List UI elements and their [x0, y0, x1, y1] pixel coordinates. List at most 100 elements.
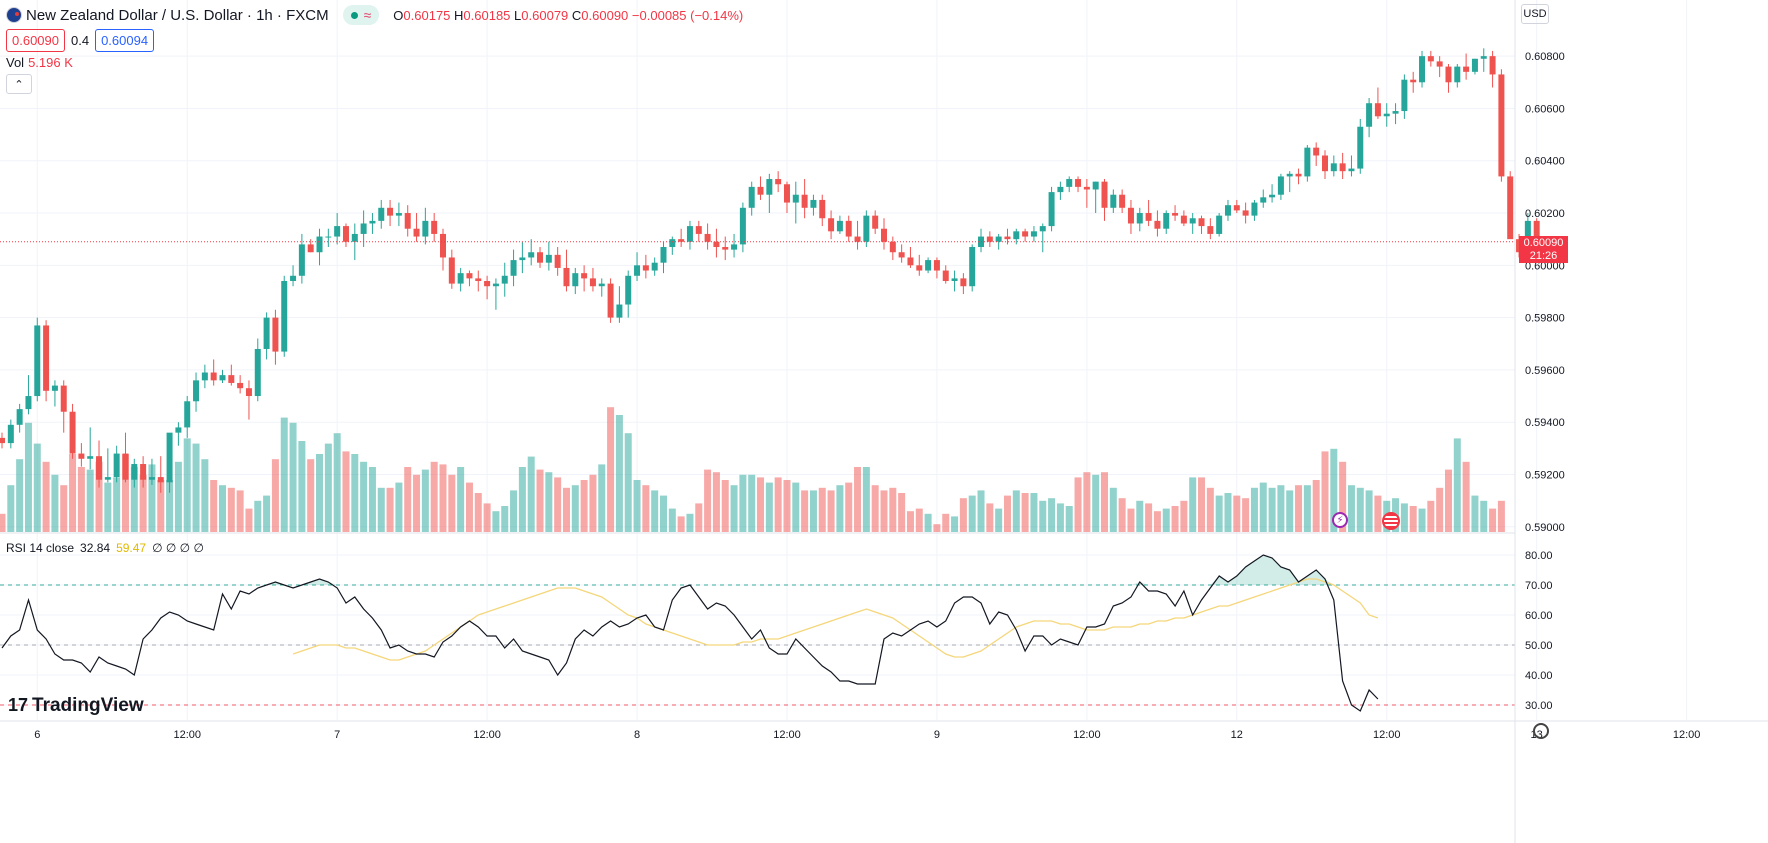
candle [448, 249, 455, 289]
volume-bar [1339, 461, 1347, 532]
time-tick-label: 12:00 [773, 729, 801, 741]
high-value: 0.60185 [463, 7, 511, 23]
candle-body [1224, 205, 1231, 216]
volume-bar [16, 459, 24, 532]
volume-bar [377, 487, 385, 532]
candle-body [1251, 202, 1258, 216]
candle-body [889, 241, 896, 253]
candle [131, 458, 138, 488]
time-tick-label: 12:00 [1073, 729, 1101, 741]
bar-countdown: 21:26 [1529, 250, 1558, 262]
candle-body [713, 241, 720, 248]
volume-bar [1436, 487, 1444, 532]
candle [889, 236, 896, 261]
candle-body [484, 281, 491, 287]
sell-button[interactable]: 0.60090 [6, 29, 65, 52]
candle-body [228, 375, 235, 383]
volume-bar [1206, 487, 1214, 532]
candle-body [1401, 79, 1408, 112]
volume-bars [0, 407, 1505, 532]
candle [457, 267, 464, 292]
gear-icon[interactable] [1533, 723, 1549, 739]
market-status-pill[interactable]: ≈ [342, 5, 380, 25]
candle-body [757, 186, 764, 195]
tradingview-logo[interactable]: 17 TradingView [8, 695, 144, 717]
candle [378, 199, 385, 229]
volume-bar [889, 487, 897, 532]
candle-body [1207, 226, 1214, 234]
candle-body [748, 186, 755, 208]
rsi-value: 32.84 [80, 541, 111, 555]
candle-body [157, 477, 164, 483]
volume-bar [360, 461, 368, 532]
candle-body [1030, 231, 1037, 237]
lightning-event-icon[interactable]: ⚡ [1332, 512, 1348, 528]
buy-button[interactable]: 0.60094 [95, 29, 155, 52]
volume-bar [1286, 490, 1294, 532]
candle [651, 257, 658, 276]
volume-bar [210, 480, 218, 532]
volume-bar [571, 485, 579, 532]
price-tick-label: 0.60800 [1525, 51, 1565, 63]
candle [510, 249, 517, 287]
candle [1110, 189, 1117, 214]
volume-bar [633, 480, 641, 532]
collapse-legend-button[interactable]: ⌃ [6, 74, 32, 94]
candle-body [369, 220, 376, 224]
candle [1136, 207, 1143, 232]
candle-body [431, 220, 438, 234]
symbol-title[interactable]: New Zealand Dollar / U.S. Dollar · 1h · … [26, 6, 329, 24]
candle-body [325, 236, 332, 238]
us-event-flag-icon[interactable] [1382, 512, 1400, 530]
volume-bar [483, 503, 491, 532]
candle-body [281, 281, 288, 352]
candle-body [1357, 126, 1364, 169]
candle-body [792, 194, 799, 203]
volume-bar [183, 438, 191, 532]
currency-button[interactable]: USD [1521, 4, 1549, 24]
candle [1383, 103, 1390, 127]
volume-bar [271, 459, 279, 532]
time-tick-label: 12:00 [173, 729, 201, 741]
candle-body [625, 275, 632, 305]
volume-bar [1074, 477, 1082, 532]
price-tick-label: 0.59800 [1525, 313, 1565, 325]
candle [78, 443, 85, 467]
candle-body [660, 247, 667, 263]
volume-bar [1250, 487, 1258, 532]
candle [1419, 50, 1426, 88]
wave-icon: ≈ [363, 7, 372, 23]
open-value: 0.60175 [403, 7, 451, 23]
candle-body [1507, 176, 1514, 240]
volume-bar [492, 511, 500, 532]
volume-bar [60, 485, 68, 532]
volume-bar [836, 485, 844, 532]
candle [466, 270, 473, 287]
volume-bar [730, 485, 738, 532]
candle-body [572, 273, 579, 287]
candle [254, 338, 261, 402]
volume-bar [809, 490, 817, 532]
volume-bar [757, 477, 765, 532]
candle [925, 257, 932, 274]
candle [1286, 171, 1293, 193]
close-label: C [571, 7, 582, 23]
volume-bar [77, 467, 85, 532]
candle-body [1419, 56, 1426, 83]
candle [1330, 155, 1337, 177]
volume-bar [1180, 500, 1188, 532]
candle-body [1463, 66, 1470, 72]
volume-bar [995, 508, 1003, 532]
volume-bar [1356, 487, 1364, 532]
candle [1127, 199, 1134, 234]
candle-body [440, 233, 446, 258]
volume-bar [827, 490, 835, 532]
candle-body [1533, 220, 1540, 242]
volume-bar [959, 498, 967, 532]
volume-bar [748, 474, 756, 532]
volume-bar [792, 482, 800, 532]
candle-body [69, 411, 76, 454]
candle-body [1163, 213, 1170, 229]
candle-body [1092, 181, 1099, 190]
